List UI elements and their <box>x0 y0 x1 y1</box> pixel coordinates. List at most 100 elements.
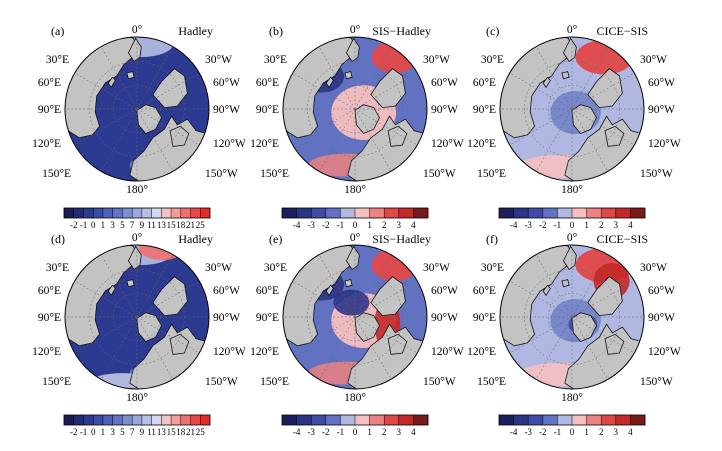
colorbar: -2 -1 0 1 3 5 7 9 11 13 15 18 21 25 <box>63 207 211 230</box>
colorbar-tick-label: 13 <box>157 427 167 437</box>
longitude-label: 60°W <box>213 285 240 297</box>
land-novaya <box>107 284 116 297</box>
colorbar-swatch <box>513 208 529 218</box>
longitude-label: 150°E <box>42 376 71 388</box>
longitude-label: 30°E <box>481 54 504 66</box>
colorbar-tick-label: 4 <box>411 427 416 437</box>
colorbar-tick-label: 0 <box>353 427 358 437</box>
colorbar-swatch <box>369 415 385 425</box>
colorbar-tick-label: 18 <box>176 220 186 230</box>
colorbar-swatch <box>122 208 133 218</box>
atlantic-positive-anomaly <box>371 41 418 73</box>
colorbar-swatch <box>557 415 573 425</box>
longitude-label: 150°W <box>205 168 238 180</box>
colorbar-swatch <box>413 415 429 425</box>
colorbar-tick-label: 2 <box>599 427 604 437</box>
longitude-label: 60°E <box>473 77 496 89</box>
colorbar-swatch <box>499 208 514 218</box>
colorbar-swatch <box>398 208 414 218</box>
longitude-label: 120°E <box>32 138 61 150</box>
longitude-label: 150°E <box>260 168 289 180</box>
panel-title: Hadley <box>178 232 213 246</box>
colorbar-tick-label: -2 <box>70 427 78 437</box>
colorbar-swatch <box>586 208 602 218</box>
colorbar-tick-label: 0 <box>570 220 575 230</box>
colorbar-swatch <box>601 415 616 425</box>
colorbar-tick-label: 9 <box>140 427 145 437</box>
colorbar-swatch <box>325 415 341 425</box>
map-disk <box>65 37 209 181</box>
longitude-label: 90°E <box>256 104 279 116</box>
graticule <box>65 245 209 389</box>
colorbar-swatch <box>325 208 341 218</box>
longitude-label: 150°W <box>640 168 673 180</box>
colorbar: -4 -3 -2 -1 0 1 2 3 4 <box>281 207 429 230</box>
map-disk <box>500 245 644 389</box>
colorbar-tick-label: 7 <box>130 427 135 437</box>
colorbar-swatch <box>64 415 74 425</box>
colorbar-swatch <box>102 208 113 218</box>
colorbar-tick-label: 1 <box>101 220 106 230</box>
panel-title: SIS−Hadley <box>372 24 431 38</box>
polar-panel: (a) Hadley 0° 30°E 30°W 60°E 60°W 90°E 90°W 120°E… <box>32 24 246 230</box>
colorbar-tick-label: 5 <box>120 220 125 230</box>
land-hudson <box>604 125 625 147</box>
longitude-label: 30°W <box>423 262 450 274</box>
land-hudson <box>169 333 190 355</box>
map-disk <box>283 245 427 389</box>
longitude-label: 60°W <box>431 285 458 297</box>
longitude-label: 150°W <box>423 168 456 180</box>
colorbar-swatch <box>513 415 529 425</box>
colorbar-tick-label: 3 <box>110 220 115 230</box>
longitude-label: 180° <box>126 184 148 196</box>
colorbar-swatch <box>542 208 558 218</box>
colorbar-swatch <box>542 415 558 425</box>
colorbar-swatch <box>572 208 587 218</box>
colorbar-swatch <box>528 415 543 425</box>
colorbar-tick-label: 0 <box>91 220 96 230</box>
colorbar-tick-label: 18 <box>176 427 186 437</box>
colorbar-swatch <box>398 415 414 425</box>
longitude-label: 120°W <box>431 346 464 358</box>
land-archip <box>571 104 597 134</box>
longitude-label: 120°E <box>250 346 279 358</box>
colorbar-swatch <box>161 415 172 425</box>
colorbar-tick-label: 3 <box>397 220 402 230</box>
colorbar-tick-label: -2 <box>322 427 330 437</box>
polar-panel: (d) Hadley 0° 30°E 30°W 60°E 60°W 90°E 90°W 120°E… <box>32 232 246 437</box>
longitude-label: 30°E <box>264 54 287 66</box>
longitude-label: 60°W <box>213 77 240 89</box>
colorbar-tick-label: 0 <box>91 427 96 437</box>
colorbar-tick-label: 7 <box>130 220 135 230</box>
land-svalb <box>126 279 135 288</box>
colorbar-swatch <box>64 208 74 218</box>
colorbar-swatch <box>384 415 399 425</box>
longitude-label: 90°W <box>648 312 675 324</box>
colorbar-swatch <box>311 208 326 218</box>
colorbar-swatch <box>340 415 356 425</box>
colorbar-swatch <box>180 415 191 425</box>
colorbar-tick-label: -1 <box>337 220 345 230</box>
colorbar-swatch <box>171 208 181 218</box>
longitude-label: 90°E <box>256 312 279 324</box>
longitude-label: 120°W <box>648 138 681 150</box>
atlantic-positive-anomaly <box>371 249 418 281</box>
longitude-label: 30°E <box>264 262 287 274</box>
colorbar-swatch <box>282 208 297 218</box>
colorbar-swatch <box>141 208 152 218</box>
panel-title: Hadley <box>178 24 213 38</box>
colorbar-tick-label: 21 <box>186 220 195 230</box>
colorbar-tick-label: 0 <box>353 220 358 230</box>
land-archip <box>571 312 597 342</box>
land-archip <box>354 104 380 134</box>
longitude-label: 150°W <box>205 376 238 388</box>
colorbar-tick-label: 21 <box>186 427 195 437</box>
land-green <box>587 276 623 317</box>
longitude-label: 180° <box>126 392 148 404</box>
land-hudson <box>604 333 625 355</box>
colorbar-swatch <box>151 415 162 425</box>
land-green <box>370 276 406 317</box>
colorbar-swatch <box>413 208 429 218</box>
longitude-label: 30°W <box>640 262 667 274</box>
